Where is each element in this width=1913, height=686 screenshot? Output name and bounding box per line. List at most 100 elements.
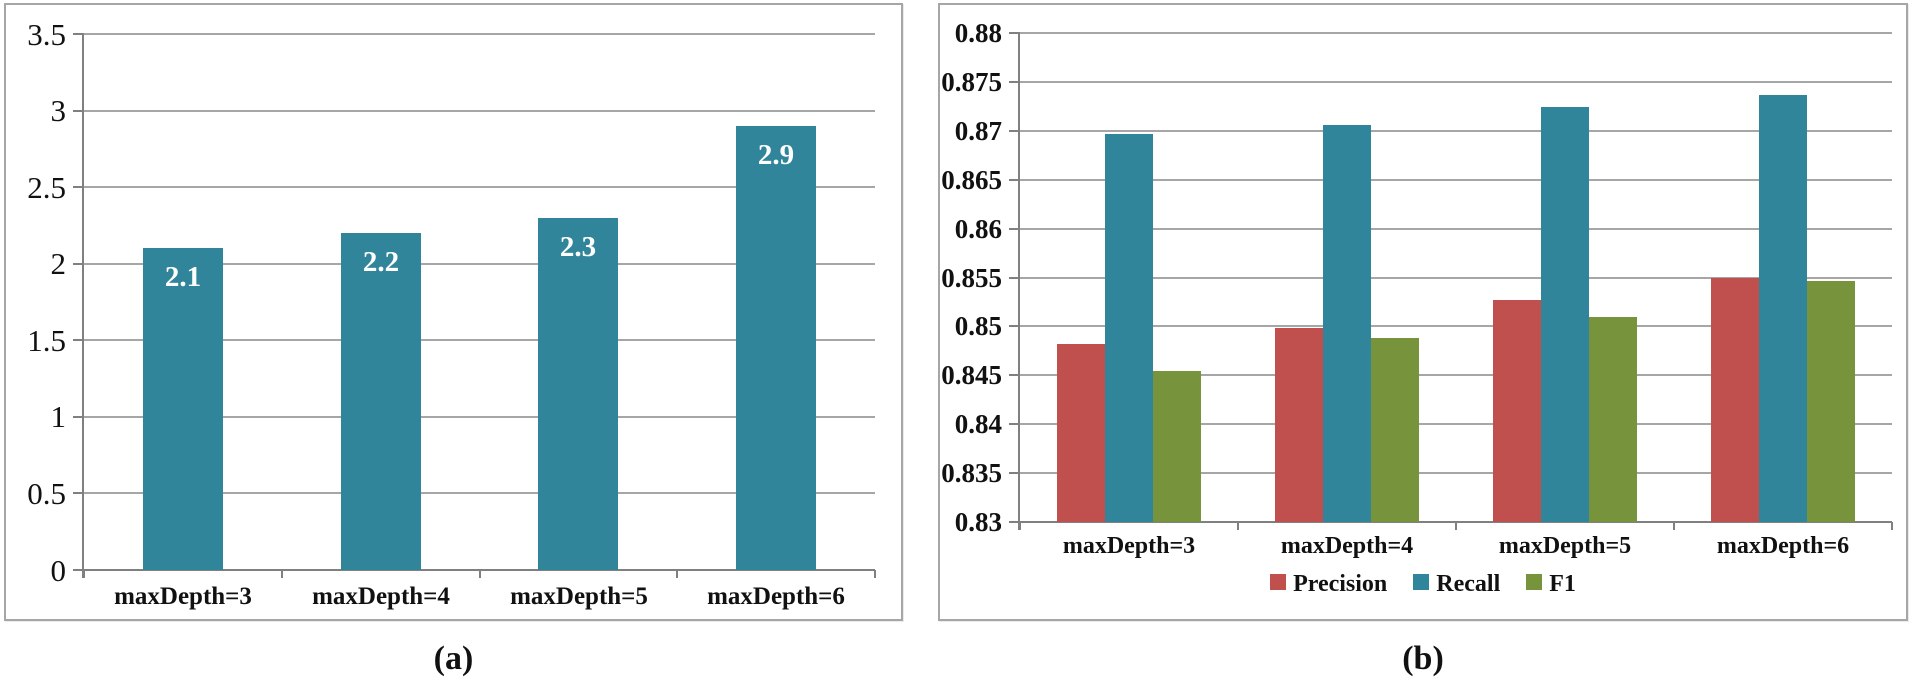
y-tick-mark bbox=[73, 415, 84, 418]
y-tick-label: 2 bbox=[50, 246, 67, 281]
y-tick-label: 3.5 bbox=[27, 17, 66, 52]
legend-item: Precision bbox=[1270, 571, 1387, 598]
y-axis-line bbox=[82, 34, 84, 578]
bar-value-label: 2.9 bbox=[757, 139, 795, 171]
bar-value-maxDepth=3: 2.1 bbox=[143, 248, 223, 570]
legend-swatch-F1 bbox=[1526, 573, 1543, 590]
y-tick-mark bbox=[73, 339, 84, 342]
x-axis-tick bbox=[1019, 522, 1021, 530]
bar-Precision-maxDepth=4 bbox=[1275, 328, 1323, 522]
y-gridline bbox=[1020, 423, 1892, 426]
legend-label: Precision bbox=[1293, 571, 1388, 597]
y-tick-label: 1 bbox=[50, 399, 67, 434]
y-axis-line bbox=[1018, 33, 1020, 530]
y-tick-label: 1.5 bbox=[27, 323, 66, 358]
y-tick-label: 0 bbox=[50, 553, 67, 588]
y-gridline bbox=[1020, 178, 1892, 181]
category-label: maxDepth=4 bbox=[312, 583, 450, 610]
y-tick-mark bbox=[73, 33, 84, 35]
category-label: maxDepth=4 bbox=[1280, 533, 1414, 559]
y-gridline bbox=[1020, 325, 1892, 328]
bar-F1-maxDepth=5 bbox=[1589, 317, 1637, 522]
y-tick-label: 0.845 bbox=[941, 360, 1002, 390]
y-gridline bbox=[1020, 32, 1892, 34]
y-gridline bbox=[1020, 227, 1892, 230]
chart-panel-a: 3.5 3 2.5 2 1.5 1 0.5 0 maxDepth=3 2.1 maxDepth=4 2… bbox=[4, 3, 903, 621]
bar-value-maxDepth=6: 2.9 bbox=[736, 126, 816, 570]
y-tick-label: 0.88 bbox=[954, 18, 1002, 48]
bar-value-maxDepth=5: 2.3 bbox=[538, 218, 618, 570]
bar-F1-maxDepth=4 bbox=[1371, 338, 1419, 522]
chart-panel-b: 0.88 0.875 0.87 0.865 0.86 0.855 0.85 0.845 0.84… bbox=[938, 3, 1908, 621]
y-tick-label: 0.86 bbox=[954, 214, 1002, 244]
legend: Precision Recall F1 bbox=[940, 571, 1906, 598]
x-axis-tick bbox=[1455, 522, 1457, 530]
y-tick-mark bbox=[1009, 80, 1020, 83]
category-label: maxDepth=6 bbox=[707, 583, 845, 610]
y-gridline bbox=[84, 33, 875, 35]
category-label: maxDepth=5 bbox=[1498, 533, 1632, 559]
y-tick-label: 0.835 bbox=[941, 458, 1002, 488]
x-axis-tick bbox=[1891, 522, 1893, 530]
y-tick-mark bbox=[73, 186, 84, 189]
y-tick-mark bbox=[1009, 276, 1020, 279]
bar-F1-maxDepth=6 bbox=[1807, 281, 1855, 522]
y-gridline bbox=[84, 109, 875, 112]
y-tick-mark bbox=[1009, 325, 1020, 328]
x-axis-tick bbox=[479, 570, 481, 578]
y-tick-mark bbox=[1009, 423, 1020, 426]
y-tick-label: 3 bbox=[50, 93, 67, 128]
y-tick-mark bbox=[1009, 32, 1020, 34]
y-tick-mark bbox=[1009, 178, 1020, 181]
legend-swatch-Precision bbox=[1270, 573, 1287, 590]
category-label: maxDepth=6 bbox=[1716, 533, 1850, 559]
y-tick-mark bbox=[1009, 227, 1020, 230]
category-label: maxDepth=5 bbox=[510, 583, 648, 610]
y-tick-label: 0.83 bbox=[954, 507, 1002, 537]
y-tick-label: 0.87 bbox=[954, 116, 1002, 146]
bar-Recall-maxDepth=4 bbox=[1323, 125, 1371, 522]
legend-item: F1 bbox=[1526, 571, 1576, 598]
y-gridline bbox=[1020, 129, 1892, 132]
y-tick-label: 0.855 bbox=[941, 263, 1002, 293]
y-gridline bbox=[1020, 374, 1892, 377]
bar-Recall-maxDepth=3 bbox=[1105, 134, 1153, 522]
y-tick-label: 0.865 bbox=[941, 165, 1002, 195]
category-label: maxDepth=3 bbox=[1062, 533, 1196, 559]
y-tick-mark bbox=[73, 109, 84, 112]
caption-a: (a) bbox=[433, 640, 474, 677]
bar-Recall-maxDepth=5 bbox=[1541, 107, 1589, 522]
bar-value-maxDepth=4: 2.2 bbox=[341, 233, 421, 570]
legend-swatch-Recall bbox=[1413, 573, 1430, 590]
bar-value-label: 2.3 bbox=[559, 231, 597, 263]
y-gridline bbox=[84, 492, 875, 495]
y-gridline bbox=[84, 262, 875, 265]
bar-value-label: 2.2 bbox=[362, 246, 400, 278]
bar-F1-maxDepth=3 bbox=[1153, 371, 1201, 522]
y-tick-mark bbox=[73, 262, 84, 265]
y-gridline bbox=[84, 186, 875, 189]
x-axis-tick bbox=[874, 570, 876, 578]
y-tick-label: 0.5 bbox=[27, 476, 66, 511]
y-tick-label: 2.5 bbox=[27, 170, 66, 205]
y-gridline bbox=[1020, 472, 1892, 475]
y-tick-mark bbox=[73, 569, 84, 571]
y-gridline bbox=[1020, 276, 1892, 279]
bar-Precision-maxDepth=5 bbox=[1493, 300, 1541, 522]
x-axis-tick bbox=[1237, 522, 1239, 530]
bar-Recall-maxDepth=6 bbox=[1759, 95, 1807, 522]
bar-value-label: 2.1 bbox=[164, 261, 202, 293]
y-gridline bbox=[84, 339, 875, 342]
x-axis-tick bbox=[1673, 522, 1675, 530]
y-tick-label: 0.875 bbox=[941, 67, 1002, 97]
x-axis-tick bbox=[281, 570, 283, 578]
legend-label: F1 bbox=[1549, 571, 1576, 597]
category-label: maxDepth=3 bbox=[114, 583, 252, 610]
legend-label: Recall bbox=[1436, 571, 1501, 597]
legend-item: Recall bbox=[1413, 571, 1500, 598]
y-tick-label: 0.84 bbox=[954, 409, 1002, 439]
bar-Precision-maxDepth=6 bbox=[1711, 278, 1759, 522]
y-tick-mark bbox=[1009, 472, 1020, 475]
bar-Precision-maxDepth=3 bbox=[1057, 344, 1105, 522]
